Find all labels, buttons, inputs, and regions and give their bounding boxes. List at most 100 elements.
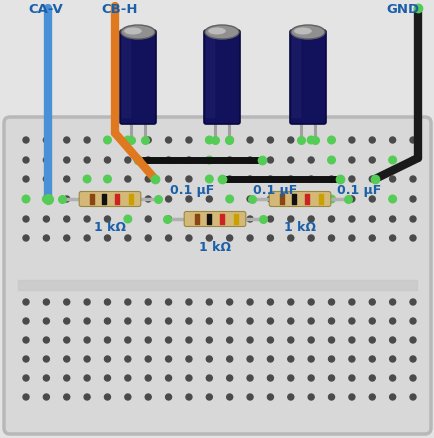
Circle shape [23,375,29,381]
Circle shape [206,299,212,305]
Circle shape [225,136,233,144]
Circle shape [23,216,29,222]
Circle shape [145,216,151,222]
Circle shape [328,318,334,324]
Circle shape [83,175,91,183]
Circle shape [145,196,151,202]
Circle shape [84,196,90,202]
Circle shape [287,176,293,182]
Circle shape [348,137,354,143]
Circle shape [145,356,151,362]
Circle shape [145,299,151,305]
FancyBboxPatch shape [269,191,330,206]
Circle shape [307,196,313,202]
Circle shape [267,176,273,182]
FancyBboxPatch shape [120,30,156,124]
Circle shape [226,375,232,381]
Circle shape [328,235,334,241]
Circle shape [267,375,273,381]
Circle shape [43,299,49,305]
Circle shape [389,318,395,324]
Circle shape [388,156,395,164]
Circle shape [165,318,171,324]
Text: 1 kΩ: 1 kΩ [198,241,230,254]
Circle shape [84,137,90,143]
Circle shape [226,157,232,163]
Circle shape [267,299,273,305]
Circle shape [145,176,151,182]
Circle shape [409,375,415,381]
Ellipse shape [208,28,225,35]
Circle shape [125,235,131,241]
Circle shape [368,196,375,202]
Circle shape [226,394,232,400]
Circle shape [23,176,29,182]
Circle shape [43,337,49,343]
Circle shape [328,176,334,182]
FancyBboxPatch shape [204,30,240,124]
Circle shape [84,394,90,400]
Circle shape [409,394,415,400]
Circle shape [103,175,111,183]
Circle shape [64,356,69,362]
Circle shape [267,318,273,324]
Circle shape [226,318,232,324]
Circle shape [226,356,232,362]
Circle shape [226,299,232,305]
FancyBboxPatch shape [4,117,430,434]
Circle shape [409,356,415,362]
Circle shape [165,216,171,222]
Circle shape [104,196,110,202]
Circle shape [247,137,253,143]
Circle shape [206,196,212,202]
Circle shape [84,299,90,305]
Circle shape [389,356,395,362]
Circle shape [287,318,293,324]
Circle shape [247,299,253,305]
Text: 0.1 μF: 0.1 μF [336,184,380,197]
Circle shape [145,137,151,143]
Circle shape [368,375,375,381]
Circle shape [206,235,212,241]
FancyBboxPatch shape [289,30,325,124]
Circle shape [389,394,395,400]
Circle shape [368,157,375,163]
Circle shape [267,235,273,241]
Circle shape [287,235,293,241]
Ellipse shape [204,25,238,39]
Circle shape [205,175,213,183]
Circle shape [409,318,415,324]
Circle shape [165,375,171,381]
Ellipse shape [293,28,311,35]
Circle shape [23,337,29,343]
Circle shape [247,356,253,362]
Circle shape [23,356,29,362]
Circle shape [206,375,212,381]
Circle shape [348,216,354,222]
Circle shape [287,375,293,381]
Circle shape [307,157,313,163]
Circle shape [287,196,293,202]
Circle shape [205,156,213,164]
Circle shape [125,375,131,381]
Text: GND: GND [386,3,419,16]
Circle shape [43,394,49,400]
Circle shape [307,136,314,144]
Circle shape [348,235,354,241]
Circle shape [267,356,273,362]
Circle shape [307,176,313,182]
Circle shape [328,356,334,362]
Circle shape [287,356,293,362]
Circle shape [307,394,313,400]
Circle shape [185,337,191,343]
Circle shape [389,337,395,343]
Circle shape [84,216,90,222]
Circle shape [409,299,415,305]
Circle shape [43,195,50,203]
Circle shape [247,216,253,222]
Circle shape [368,176,375,182]
Text: 0.1 μF: 0.1 μF [170,184,214,197]
Circle shape [64,216,69,222]
Circle shape [247,375,253,381]
Circle shape [368,337,375,343]
